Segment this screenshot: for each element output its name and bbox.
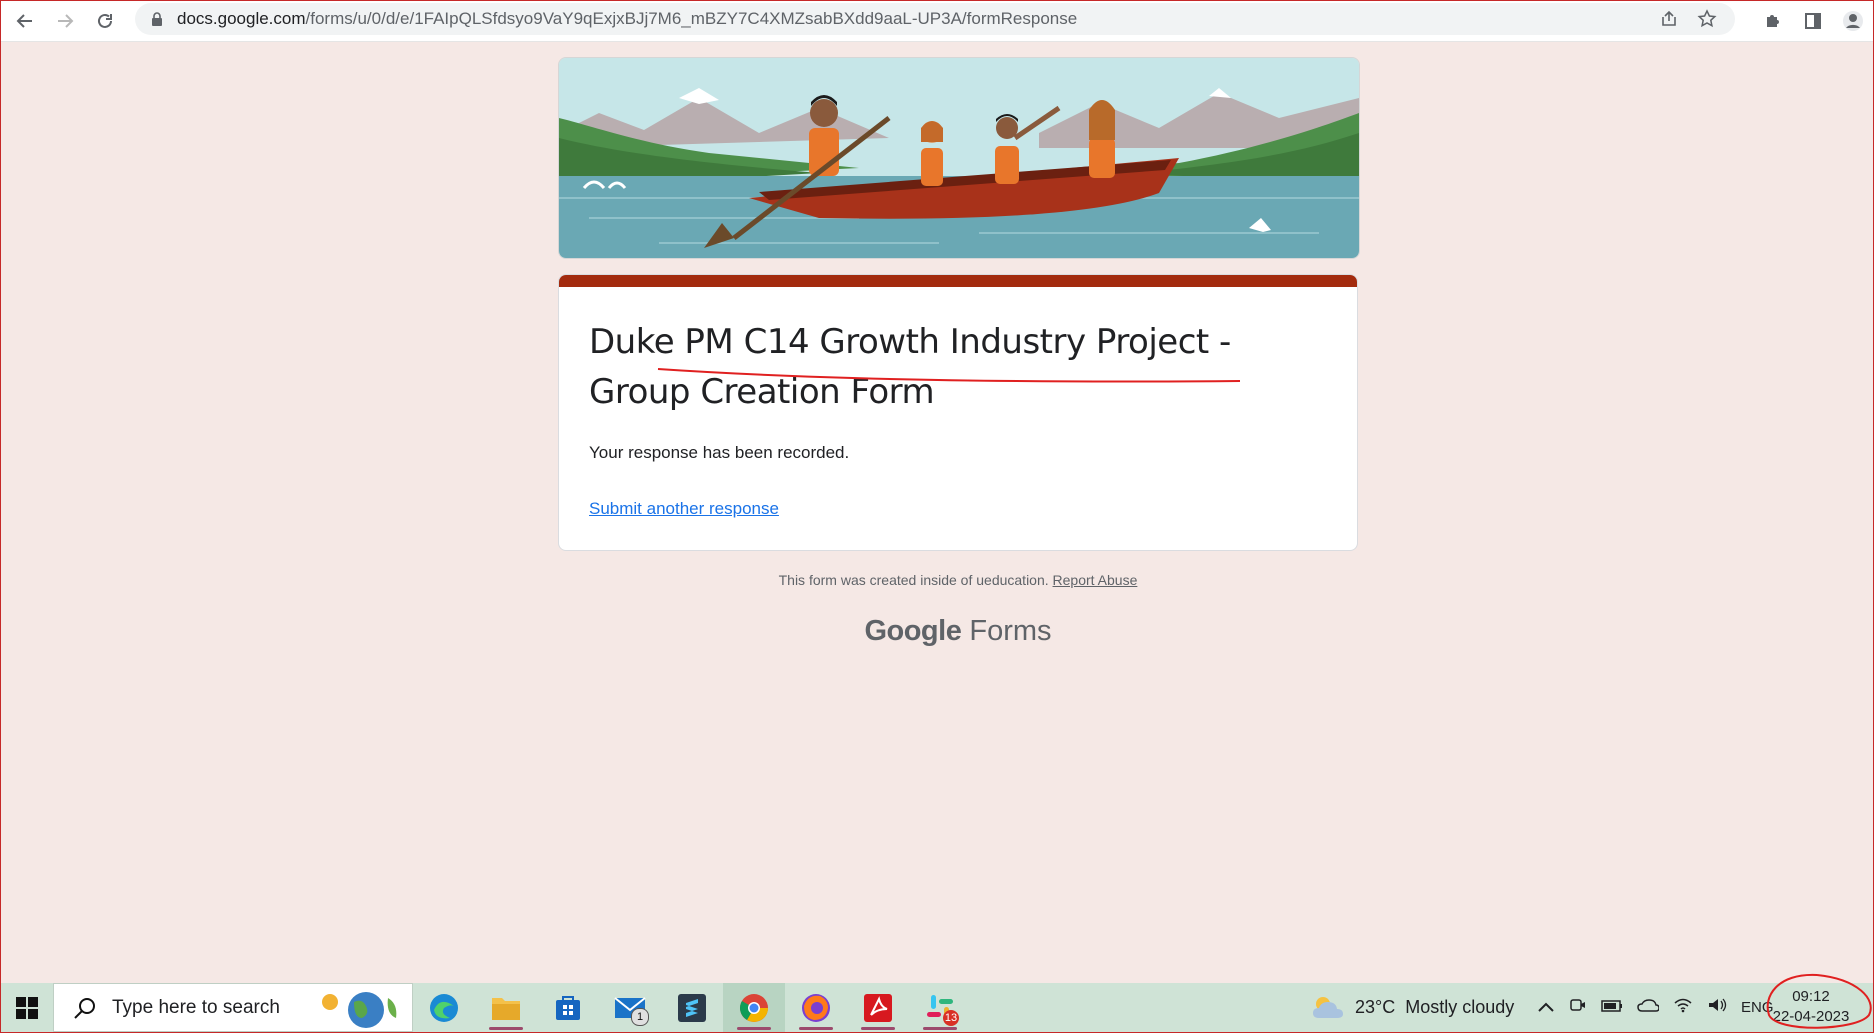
taskbar-store[interactable] [537, 983, 599, 1032]
canoe-illustration [559, 58, 1359, 258]
share-icon[interactable] [1657, 7, 1681, 31]
running-indicator [861, 1027, 895, 1030]
lock-icon [152, 12, 162, 26]
clock-time: 09:12 [1792, 988, 1830, 1005]
system-tray: ENG [1537, 983, 1774, 1032]
taskbar-mail[interactable]: 1 [599, 983, 661, 1032]
reload-button[interactable] [85, 1, 125, 41]
store-icon [556, 995, 580, 1020]
slack-icon [927, 994, 953, 1021]
form-header-image [558, 57, 1360, 259]
search-placeholder: Type here to search [112, 996, 280, 1018]
mail-badge: 1 [631, 1008, 649, 1026]
onedrive-cloud-icon[interactable] [1637, 998, 1660, 1018]
battery-icon[interactable] [1601, 998, 1623, 1018]
running-indicator [799, 1027, 833, 1030]
confirmation-card: Duke PM C14 Growth Industry Project - Gr… [558, 274, 1358, 551]
running-indicator [489, 1027, 523, 1030]
weather-temperature: 23°C [1355, 997, 1396, 1017]
weather-widget[interactable]: 23°C Mostly cloudy [1311, 983, 1514, 1032]
taskbar-edge[interactable] [413, 983, 475, 1032]
running-indicator [923, 1027, 957, 1030]
address-bar[interactable]: docs.google.com/forms/u/0/d/e/1FAIpQLSfd… [135, 3, 1735, 35]
earth-day-search-highlight-icon [322, 992, 397, 1028]
volume-speaker-icon[interactable] [1707, 997, 1727, 1018]
google-forms-logo[interactable]: Google Forms [558, 615, 1358, 648]
chrome-icon [740, 993, 768, 1022]
browser-toolbar: docs.google.com/forms/u/0/d/e/1FAIpQLSfd… [1, 1, 1873, 42]
bookmark-star-icon[interactable] [1695, 7, 1719, 31]
meet-now-icon[interactable] [1569, 996, 1587, 1019]
forward-button[interactable] [45, 1, 85, 41]
red-underline-annotation [657, 368, 1241, 383]
wifi-icon[interactable] [1673, 997, 1693, 1018]
taskbar-acrobat[interactable] [847, 983, 909, 1032]
taskbar-clock[interactable]: 09:12 22-04-2023 [1765, 987, 1857, 1027]
start-button[interactable] [1, 983, 53, 1032]
running-indicator [737, 1027, 771, 1030]
footer-note: This form was created inside of ueducati… [558, 572, 1358, 588]
code-editor-icon [678, 993, 706, 1022]
taskbar-sublime[interactable] [661, 983, 723, 1032]
arrow-right-icon [58, 14, 74, 28]
reload-icon [98, 13, 112, 28]
report-abuse-link[interactable]: Report Abuse [1052, 572, 1138, 588]
taskbar-chrome[interactable] [723, 983, 785, 1032]
clock-date: 22-04-2023 [1772, 1008, 1850, 1025]
url-text: docs.google.com/forms/u/0/d/e/1FAIpQLSfd… [177, 9, 1077, 29]
extensions-puzzle-icon[interactable] [1759, 7, 1787, 35]
weather-description: Mostly cloudy [1405, 997, 1515, 1017]
footer-note-text: This form was created inside of ueducati… [778, 572, 1049, 588]
side-panel-icon[interactable] [1799, 7, 1827, 35]
card-accent-bar [559, 275, 1357, 287]
arrow-left-icon [16, 14, 32, 28]
url-path: /forms/u/0/d/e/1FAIpQLSfdsyo9VaY9qExjxBJ… [305, 9, 1078, 28]
forms-wordmark: Forms [969, 615, 1052, 647]
folder-icon [492, 997, 520, 1020]
show-hidden-icons-chevron-icon[interactable] [1537, 998, 1555, 1018]
edge-icon [430, 993, 458, 1022]
windows-logo-icon [16, 996, 38, 1019]
firefox-icon [802, 993, 830, 1022]
input-language[interactable]: ENG [1741, 999, 1774, 1016]
taskbar-firefox[interactable] [785, 983, 847, 1032]
profile-avatar-icon[interactable] [1839, 7, 1867, 35]
pdf-reader-icon [864, 993, 892, 1022]
back-button[interactable] [5, 1, 45, 41]
google-wordmark: Google [864, 615, 962, 647]
search-icon [74, 997, 95, 1019]
taskbar-slack[interactable]: 13 [909, 983, 971, 1032]
windows-taskbar: Type here to search 1 13 [1, 973, 1873, 1032]
slack-badge: 13 [943, 1010, 959, 1026]
red-circle-annotation [1766, 973, 1872, 1029]
url-host: docs.google.com [177, 9, 306, 28]
partly-cloudy-icon [1313, 996, 1343, 1018]
confirmation-message: Your response has been recorded. [589, 443, 850, 462]
submit-another-link[interactable]: Submit another response [589, 499, 779, 518]
taskbar-search-box[interactable]: Type here to search [53, 983, 413, 1032]
taskbar-file-explorer[interactable] [475, 983, 537, 1032]
